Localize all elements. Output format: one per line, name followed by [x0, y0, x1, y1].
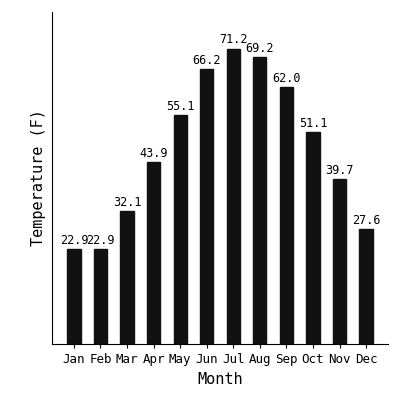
Bar	[253, 57, 266, 344]
Bar	[174, 115, 187, 344]
Text: 51.1: 51.1	[299, 117, 327, 130]
Bar	[94, 249, 107, 344]
Text: 27.6: 27.6	[352, 214, 380, 227]
Bar	[120, 211, 134, 344]
Bar	[280, 87, 293, 344]
Bar	[67, 249, 80, 344]
Bar	[306, 132, 320, 344]
Text: 71.2: 71.2	[219, 34, 248, 46]
Bar	[200, 69, 213, 344]
Text: 66.2: 66.2	[192, 54, 221, 67]
Text: 39.7: 39.7	[325, 164, 354, 177]
Text: 22.9: 22.9	[60, 234, 88, 247]
Text: 69.2: 69.2	[246, 42, 274, 55]
Text: 32.1: 32.1	[113, 196, 141, 209]
X-axis label: Month: Month	[197, 372, 243, 386]
Bar	[227, 48, 240, 344]
Text: 62.0: 62.0	[272, 72, 301, 85]
Bar	[360, 230, 373, 344]
Text: 55.1: 55.1	[166, 100, 194, 113]
Bar	[333, 179, 346, 344]
Text: 43.9: 43.9	[139, 147, 168, 160]
Text: 22.9: 22.9	[86, 234, 115, 247]
Y-axis label: Temperature (F): Temperature (F)	[32, 110, 46, 246]
Bar	[147, 162, 160, 344]
